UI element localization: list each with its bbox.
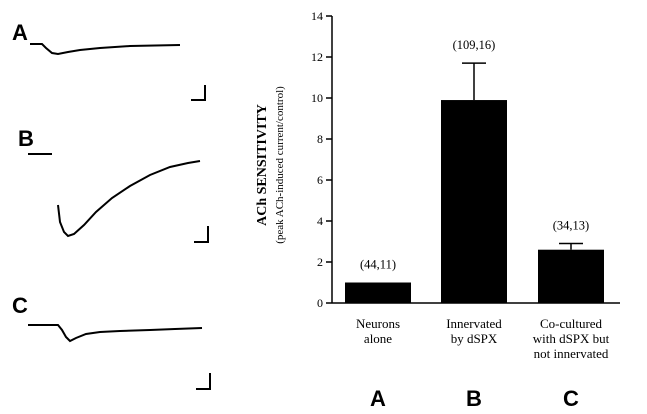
sample-size-label: (34,13) — [553, 219, 589, 233]
current-trace-c — [28, 324, 203, 343]
trace-panel-c: C — [12, 293, 211, 390]
category-label: not innervated — [534, 346, 609, 361]
category-label: alone — [364, 331, 392, 346]
y-tick-label: 2 — [317, 255, 323, 269]
category-label: Co-cultured — [540, 316, 603, 331]
scale-bar-b — [194, 226, 209, 243]
sample-size-labels: (44,11) (109,16) (34,13) — [360, 38, 589, 271]
bar — [441, 100, 507, 303]
bar-chart: ACh SENSITIVITY (peak ACh-induced curren… — [255, 9, 620, 411]
sample-size-label: (109,16) — [453, 38, 496, 52]
category-label: Innervated — [446, 316, 502, 331]
trace-letter-a: A — [12, 20, 28, 45]
trace-panel-b: B — [18, 126, 209, 243]
y-axis-subtitle: (peak ACh-induced current/control) — [274, 86, 286, 244]
y-tick-label: 14 — [311, 9, 323, 23]
sample-size-label: (44,11) — [360, 258, 396, 272]
y-axis-title: ACh SENSITIVITY — [255, 104, 270, 226]
y-tick-label: 8 — [317, 132, 323, 146]
y-tick-label: 4 — [317, 214, 323, 228]
trace-letter-c: C — [12, 293, 28, 318]
y-tick-label: 6 — [317, 173, 323, 187]
y-tick-label: 12 — [311, 50, 323, 64]
current-trace-b-response — [57, 160, 201, 238]
y-tick-label: 0 — [317, 296, 323, 310]
category-letter: C — [563, 386, 579, 411]
trace-panel-a: A — [12, 20, 206, 101]
category-label: Neurons — [356, 316, 400, 331]
category-label: by dSPX — [451, 331, 498, 346]
category-label: with dSPX but — [533, 331, 610, 346]
y-tick-label: 10 — [311, 91, 323, 105]
scale-bar-a — [191, 85, 206, 101]
error-bars — [462, 62, 583, 250]
category-letter: A — [370, 386, 386, 411]
category-letters: A B C — [370, 386, 579, 411]
y-axis-ticks: 0 2 4 6 8 10 12 14 — [311, 9, 332, 310]
bars — [345, 100, 604, 303]
y-axis-label: ACh SENSITIVITY (peak ACh-induced curren… — [255, 86, 286, 244]
category-letter: B — [466, 386, 482, 411]
scale-bar-c — [196, 373, 211, 390]
trace-letter-b: B — [18, 126, 34, 151]
bar — [538, 249, 604, 303]
current-trace-a — [30, 43, 181, 56]
bar — [345, 282, 411, 303]
